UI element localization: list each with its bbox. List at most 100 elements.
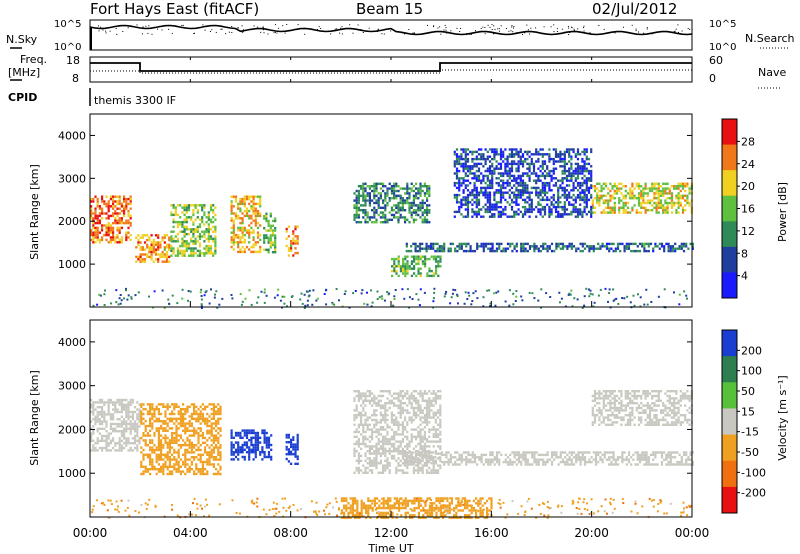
- heat-cell: [625, 242, 628, 246]
- heat-cell: [241, 217, 244, 220]
- heat-cell: [410, 262, 413, 266]
- heat-cell: [443, 249, 446, 253]
- heat-cell: [368, 402, 371, 405]
- heat-cell: [460, 177, 463, 180]
- heat-cell: [207, 244, 210, 248]
- heat-cell: [120, 205, 123, 208]
- heat-cell: [184, 412, 187, 416]
- heat-cell: [368, 204, 371, 207]
- heat-cell: [214, 235, 217, 238]
- heat-cell: [116, 241, 119, 244]
- heat-cell: [543, 205, 547, 209]
- heat-cell: [355, 216, 358, 219]
- heat-cell: [399, 414, 402, 417]
- heat-cell: [557, 210, 560, 214]
- heat-cell: [458, 201, 461, 204]
- heat-cell: [464, 186, 467, 190]
- heat-cell: [254, 221, 257, 225]
- heat-cell: [555, 247, 558, 250]
- heat-cell: [151, 439, 154, 442]
- heat-cell: [408, 296, 411, 299]
- heat-cell: [669, 249, 672, 253]
- heat-cell: [482, 242, 485, 246]
- heat-cell: [620, 182, 623, 185]
- heat-cell: [513, 196, 516, 199]
- heat-cell: [473, 189, 476, 192]
- noise-point: [487, 24, 489, 26]
- heat-cell: [355, 201, 358, 205]
- heat-cell: [539, 191, 542, 194]
- heat-cell: [565, 213, 569, 216]
- heat-cell: [469, 245, 472, 248]
- heat-cell: [561, 172, 564, 175]
- heat-cell: [548, 181, 551, 185]
- heat-cell: [391, 269, 394, 273]
- y-tick-label: 1000: [58, 258, 86, 271]
- heat-cell: [390, 418, 393, 422]
- heat-cell: [462, 215, 465, 218]
- heat-cell: [131, 413, 134, 416]
- heat-cell: [373, 194, 376, 197]
- noise-point: [445, 29, 447, 31]
- heat-cell: [194, 237, 197, 241]
- heat-cell: [271, 251, 275, 254]
- heat-cell: [548, 169, 551, 173]
- heat-cell: [237, 205, 240, 208]
- heat-cell: [572, 169, 575, 173]
- heat-cell: [464, 174, 467, 178]
- heat-cell: [462, 169, 465, 173]
- heat-cell: [129, 217, 132, 220]
- heat-cell: [103, 401, 106, 404]
- heat-cell: [175, 432, 178, 435]
- heat-cell: [230, 217, 233, 220]
- heat-cell: [622, 194, 625, 197]
- heat-cell: [144, 441, 147, 444]
- heat-cell: [232, 224, 235, 227]
- heat-cell: [643, 245, 646, 248]
- heat-cell: [197, 468, 200, 471]
- heat-cell: [528, 177, 531, 180]
- heat-cell: [210, 453, 213, 456]
- heat-cell: [371, 399, 374, 402]
- heat-cell: [203, 235, 206, 238]
- heat-cell: [613, 206, 616, 209]
- heat-cell: [539, 174, 542, 178]
- heat-cell: [612, 288, 615, 291]
- heat-cell: [239, 207, 242, 210]
- heat-cell: [362, 435, 365, 438]
- noise-point: [157, 28, 158, 30]
- heat-cell: [557, 215, 560, 218]
- heat-cell: [198, 242, 202, 245]
- heat-cell: [535, 191, 538, 194]
- noise-point: [433, 26, 434, 28]
- heat-cell: [421, 206, 424, 209]
- heat-cell: [125, 221, 128, 225]
- heat-cell: [532, 208, 536, 211]
- heat-cell: [149, 441, 152, 444]
- heat-cell: [162, 453, 165, 456]
- heat-cell: [373, 452, 376, 455]
- heat-cell: [499, 213, 503, 216]
- heat-cell: [651, 209, 654, 212]
- heat-cell: [353, 471, 356, 474]
- heat-cell: [484, 148, 487, 151]
- heat-cell: [386, 291, 389, 293]
- heat-cell: [386, 221, 389, 224]
- heat-cell: [412, 185, 415, 188]
- heat-cell: [576, 184, 580, 187]
- heat-cell: [96, 442, 99, 445]
- heat-cell: [254, 441, 257, 444]
- heat-cell: [475, 179, 478, 182]
- heat-cell: [136, 427, 139, 430]
- heat-cell: [92, 224, 95, 227]
- heat-cell: [506, 247, 510, 250]
- heat-cell: [107, 406, 110, 409]
- heat-cell: [585, 157, 588, 161]
- heat-cell: [607, 300, 609, 303]
- heat-cell: [629, 197, 632, 200]
- heat-cell: [458, 155, 461, 158]
- heat-cell: [160, 456, 163, 459]
- heat-cell: [642, 189, 645, 193]
- heat-cell: [408, 192, 411, 195]
- heat-cell: [552, 162, 555, 166]
